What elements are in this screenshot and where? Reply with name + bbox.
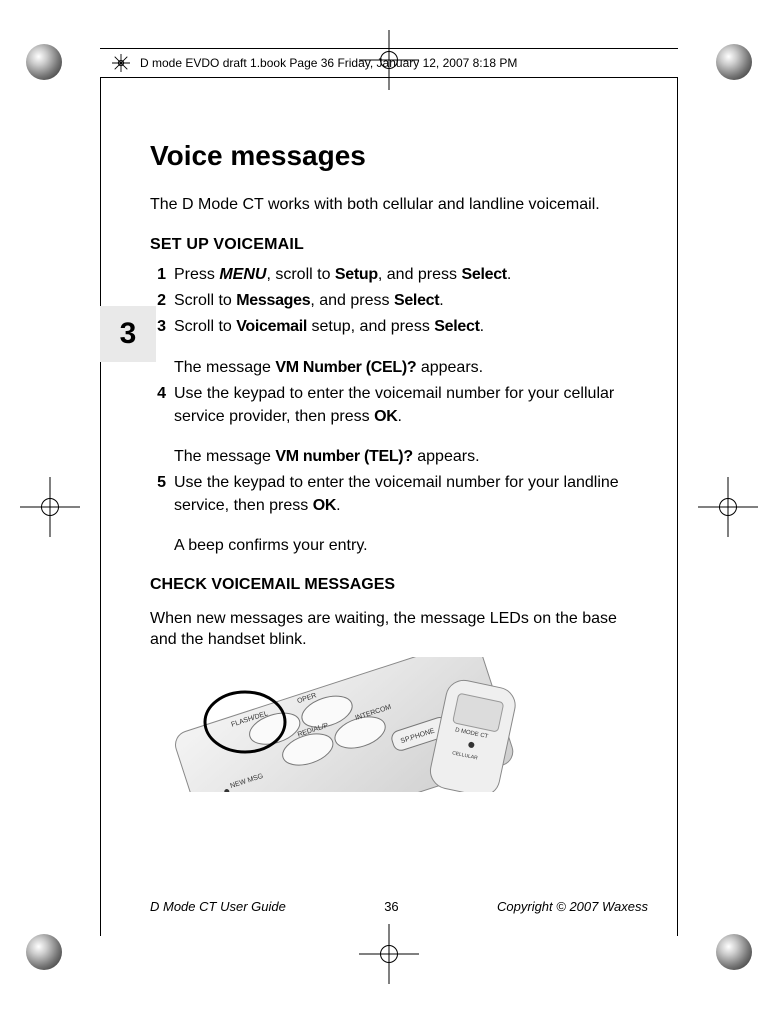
check-body: When new messages are waiting, the messa… [150,608,648,651]
lcd-message: VM Number (CEL)? [275,359,416,376]
content-area: Voice messages The D Mode CT works with … [150,140,648,894]
registration-dot-icon [26,934,62,970]
menu-key: Select [394,292,439,309]
menu-key: Select [434,318,479,335]
step-number: 5 [150,472,174,517]
registration-dot-icon [716,934,752,970]
step-number: 2 [150,290,174,312]
step-body: Scroll to Voicemail setup, and press Sel… [174,316,648,338]
frame-line [100,78,101,936]
section-setup-heading: SET UP VOICEMAIL [150,236,648,254]
chapter-number: 3 [120,317,137,351]
step-body: Press MENU, scroll to Setup, and press S… [174,264,648,286]
crop-mark-icon [20,477,80,537]
header-strip: D mode EVDO draft 1.book Page 36 Friday,… [100,48,678,78]
footer-left: D Mode CT User Guide [150,899,286,914]
step-number: 4 [150,383,174,428]
step-sub: The message VM number (TEL)? appears. [174,446,648,468]
page: D mode EVDO draft 1.book Page 36 Friday,… [0,0,778,1014]
page-title: Voice messages [150,140,648,172]
setup-steps-cont2: 5 Use the keypad to enter the voicemail … [150,472,648,517]
menu-key: Select [461,266,506,283]
section-check-heading: CHECK VOICEMAIL MESSAGES [150,576,648,594]
step-body: Use the keypad to enter the voicemail nu… [174,383,648,428]
device-illustration: FLASH/DEL OPER REDIAL/P INTERCOM SP.PHON… [150,657,540,792]
menu-key: Voicemail [236,318,307,335]
chapter-tab: 3 [100,306,156,362]
registration-dot-icon [716,44,752,80]
registration-dot-icon [26,44,62,80]
crop-mark-icon [698,477,758,537]
crop-mark-icon [359,924,419,984]
step-body: Use the keypad to enter the voicemail nu… [174,472,648,517]
setup-steps-cont: 4 Use the keypad to enter the voicemail … [150,383,648,428]
header-book-info: D mode EVDO draft 1.book Page 36 Friday,… [140,56,517,70]
intro-text: The D Mode CT works with both cellular a… [150,194,648,216]
menu-key: MENU [219,266,266,283]
menu-key: Messages [236,292,310,309]
step-body: Scroll to Messages, and press Select. [174,290,648,312]
step-item: 4 Use the keypad to enter the voicemail … [150,383,648,428]
setup-steps: 1 Press MENU, scroll to Setup, and press… [150,264,648,339]
menu-key: OK [374,408,397,425]
menu-key: OK [313,497,336,514]
page-footer: D Mode CT User Guide 36 Copyright © 2007… [150,899,648,914]
step-sub: A beep confirms your entry. [174,535,648,557]
footer-copyright: Copyright © 2007 Waxess [497,899,648,914]
step-sub: The message VM Number (CEL)? appears. [174,357,648,379]
lcd-message: VM number (TEL)? [275,448,412,465]
frame-line [677,78,678,936]
step-number: 3 [150,316,174,338]
step-number: 1 [150,264,174,286]
step-item: 5 Use the keypad to enter the voicemail … [150,472,648,517]
step-item: 1 Press MENU, scroll to Setup, and press… [150,264,648,286]
burst-icon [112,54,130,72]
step-item: 3 Scroll to Voicemail setup, and press S… [150,316,648,338]
menu-key: Setup [335,266,378,283]
step-item: 2 Scroll to Messages, and press Select. [150,290,648,312]
footer-page-number: 36 [384,899,398,914]
